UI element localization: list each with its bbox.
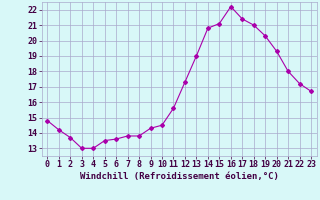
X-axis label: Windchill (Refroidissement éolien,°C): Windchill (Refroidissement éolien,°C) [80,172,279,181]
